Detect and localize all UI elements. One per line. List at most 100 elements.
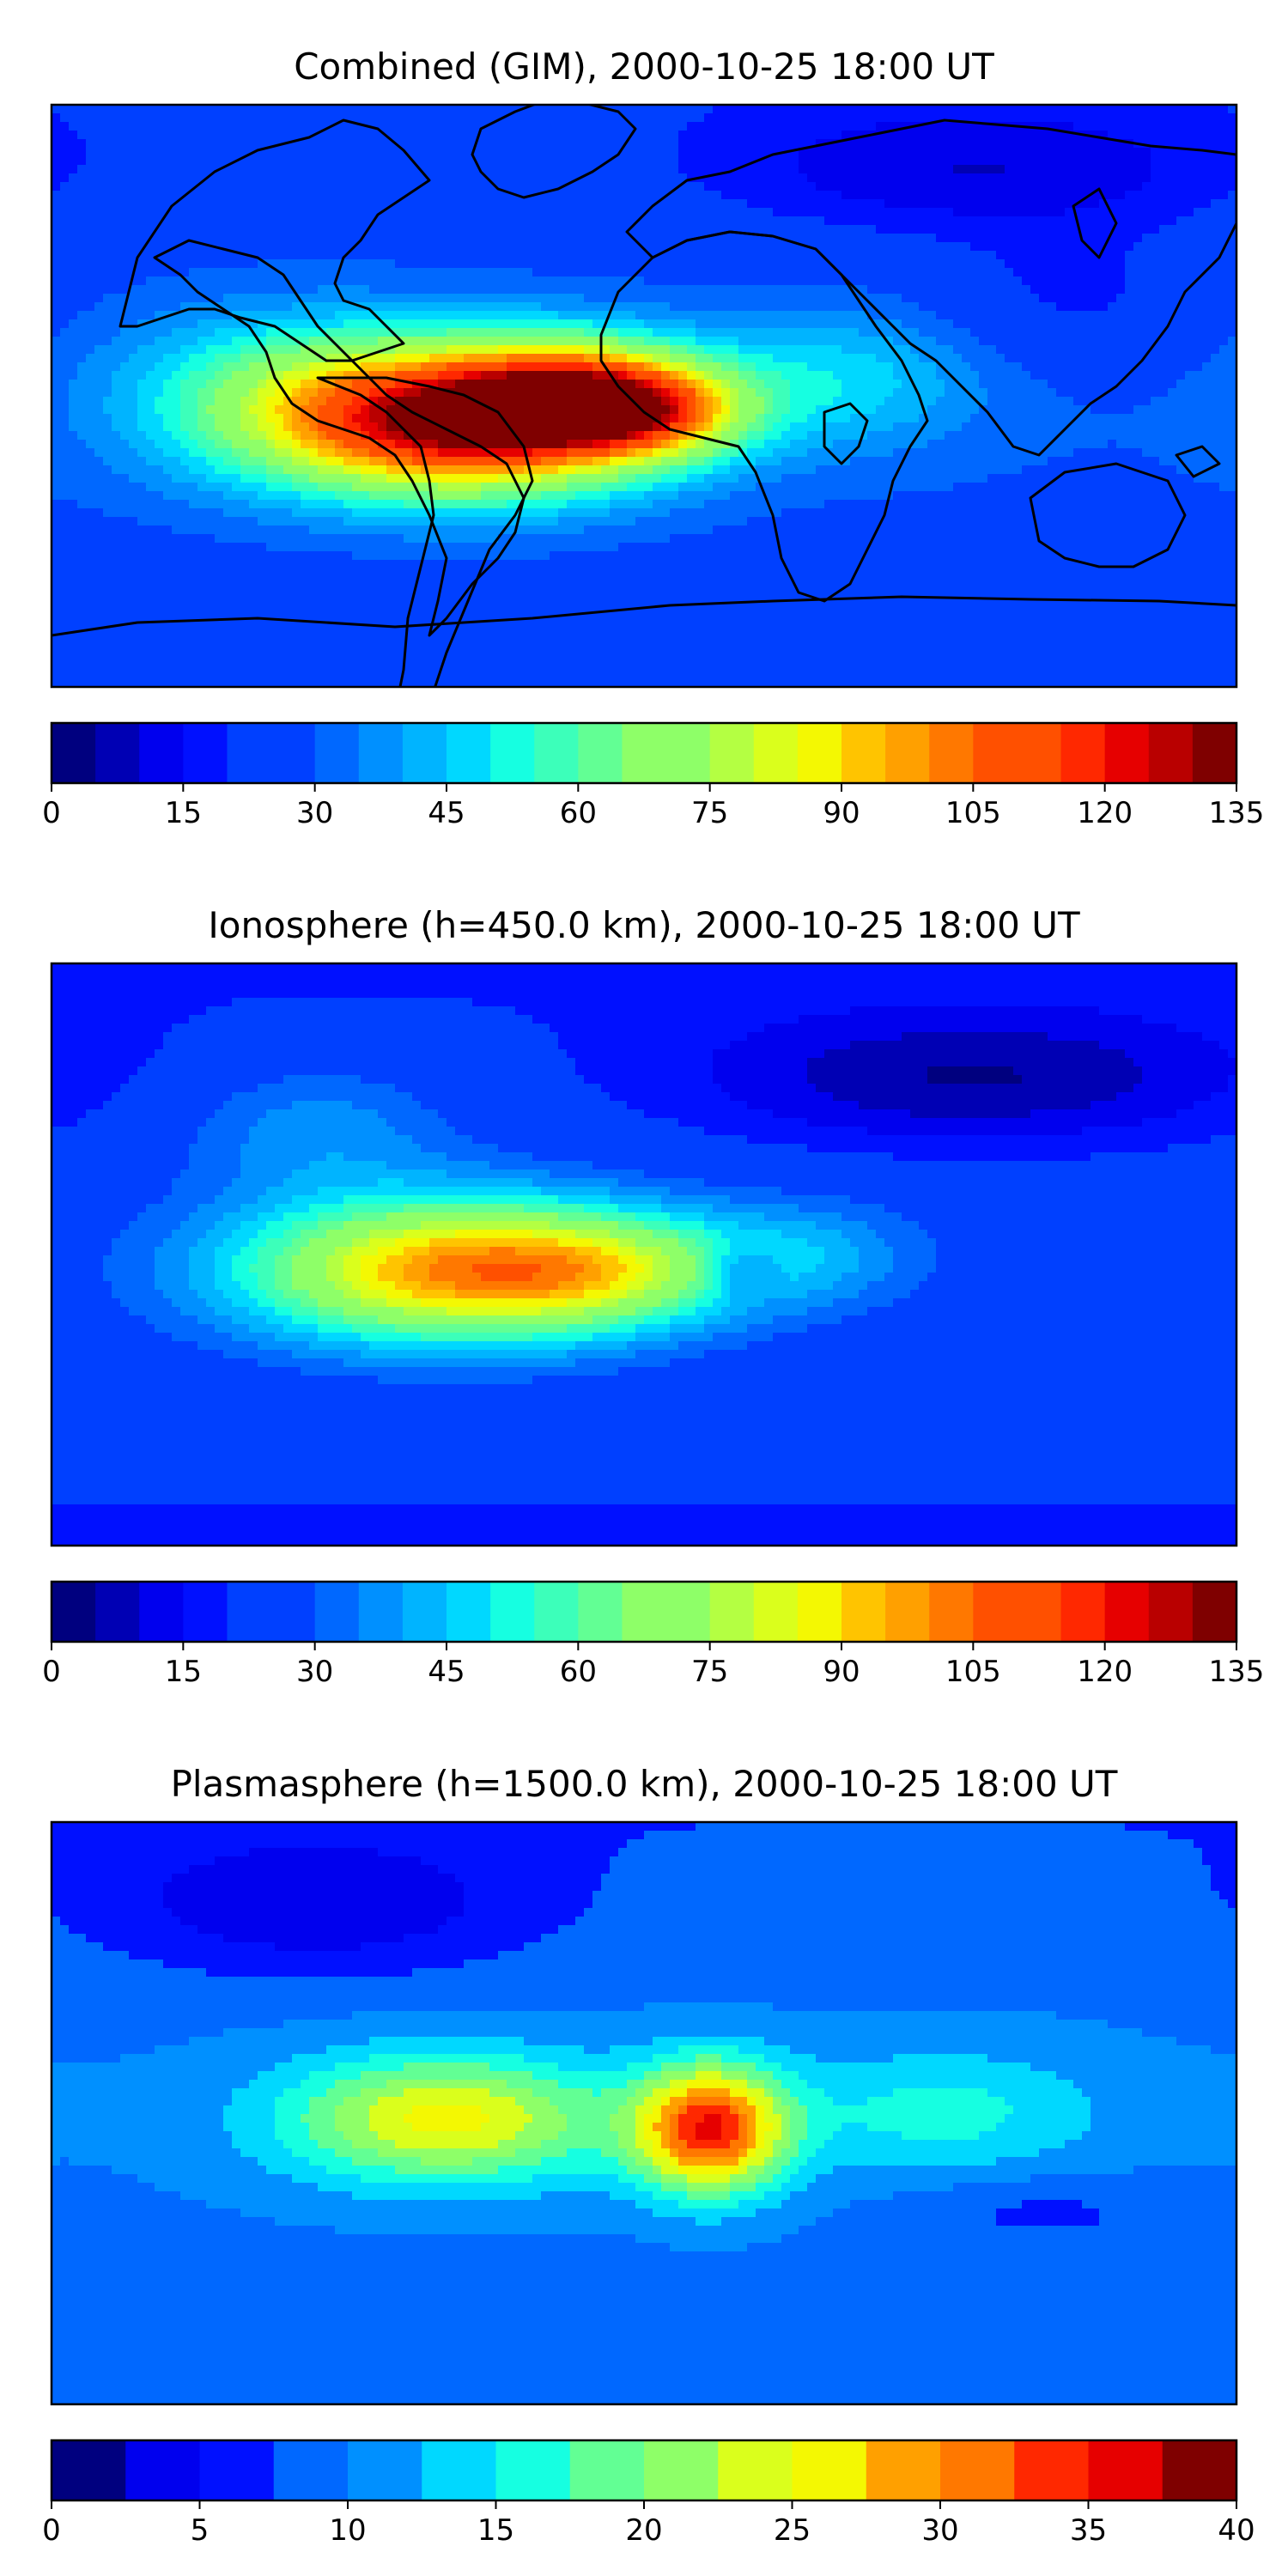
map-area — [50, 962, 1238, 1547]
contour-fill — [52, 1822, 1236, 2404]
colorbar-bin — [792, 2440, 867, 2500]
colorbar-bin — [402, 723, 447, 783]
colorbar-bin — [348, 2440, 422, 2500]
colorbar-tick-label: 135 — [1209, 1655, 1265, 1689]
colorbar-bin — [358, 723, 404, 783]
colorbar-tick-label: 15 — [165, 1655, 202, 1689]
colorbar-bin — [52, 723, 96, 783]
colorbar-frame — [50, 721, 1238, 785]
colorbar-bin — [709, 1582, 755, 1642]
colorbar-bin — [227, 1582, 272, 1642]
colorbar-bin — [1014, 2440, 1089, 2500]
map-area — [50, 103, 1238, 689]
colorbar-bin — [422, 2440, 496, 2500]
colorbar-bin — [270, 723, 316, 783]
map-frame — [50, 103, 1238, 689]
colorbar-bin — [402, 1582, 447, 1642]
colorbar-bin — [940, 2440, 1015, 2500]
colorbar-bin — [866, 2440, 941, 2500]
colorbar-bin — [1017, 723, 1062, 783]
colorbar-tick-label: 40 — [1218, 2513, 1255, 2548]
colorbar-bin — [139, 1582, 184, 1642]
colorbar-tick-label: 120 — [1077, 796, 1133, 830]
colorbar-frame — [50, 1580, 1238, 1643]
colorbar-tick-label: 25 — [774, 2513, 811, 2548]
colorbar-bin — [1162, 2440, 1237, 2500]
colorbar-tick-label: 45 — [428, 1655, 465, 1689]
colorbar-bin — [495, 2440, 571, 2500]
colorbar-bin — [753, 1582, 799, 1642]
colorbar-bin — [569, 2440, 645, 2500]
colorbar-bin — [490, 723, 535, 783]
colorbar-bin — [227, 723, 272, 783]
colorbar-tick-label: 60 — [560, 796, 597, 830]
colorbar-bin — [1148, 723, 1194, 783]
colorbar-bin — [52, 1582, 96, 1642]
colorbar-tick-label: 0 — [42, 2513, 61, 2548]
colorbar-tick-label: 15 — [165, 796, 202, 830]
colorbar-tick-label: 0 — [42, 1655, 61, 1689]
colorbar-tick-label: 15 — [477, 2513, 514, 2548]
colorbar-bin — [534, 1582, 579, 1642]
colorbar-tick-label: 10 — [329, 2513, 366, 2548]
colorbar-tick-label: 60 — [560, 1655, 597, 1689]
colorbar-bin — [490, 1582, 535, 1642]
colorbar-tick-label: 5 — [191, 2513, 210, 2548]
colorbar-bin — [578, 1582, 623, 1642]
colorbar-tick-label: 75 — [691, 796, 728, 830]
colorbar-tick-label: 90 — [823, 796, 860, 830]
colorbar-bin — [125, 2440, 200, 2500]
colorbar-bin — [1192, 1582, 1237, 1642]
panel-combined-gim: Combined (GIM), 2000-10-25 18:00 UT 0 15 3… — [42, 46, 1264, 830]
colorbar-bin — [314, 1582, 360, 1642]
colorbar-bin — [358, 1582, 404, 1642]
contour-fill — [52, 105, 1236, 687]
colorbar-bin — [797, 1582, 842, 1642]
colorbar-bin — [95, 1582, 140, 1642]
colorbar-bin — [273, 2440, 349, 2500]
colorbar-bin — [885, 1582, 930, 1642]
colorbar-tick-label: 45 — [428, 796, 465, 830]
colorbar: 0 15 30 45 60 75 90 105 120 135 — [42, 721, 1264, 830]
colorbar-bin — [314, 723, 360, 783]
colorbar-bin — [183, 1582, 228, 1642]
colorbar-tick-label: 75 — [691, 1655, 728, 1689]
colorbar-bin — [1060, 1582, 1106, 1642]
colorbar-bin — [718, 2440, 793, 2500]
map-frame — [50, 1820, 1238, 2406]
colorbar-tick-label: 30 — [296, 796, 333, 830]
colorbar-tick-label: 105 — [945, 1655, 1001, 1689]
colorbar-bin — [973, 1582, 1018, 1642]
colorbar-bin — [622, 1582, 667, 1642]
colorbar-bin — [139, 723, 184, 783]
colorbar-bin — [578, 723, 623, 783]
colorbar-bin — [797, 723, 842, 783]
colorbar-bin — [644, 2440, 719, 2500]
colorbar-tick-label: 20 — [625, 2513, 662, 2548]
colorbar-bin — [1017, 1582, 1062, 1642]
colorbar-bin — [841, 723, 886, 783]
colorbar-bin — [270, 1582, 316, 1642]
colorbar-bin — [709, 723, 755, 783]
colorbar-bin — [973, 723, 1018, 783]
colorbar-bin — [1088, 2440, 1163, 2500]
map-area — [50, 1820, 1238, 2406]
colorbar-tick-label: 30 — [296, 1655, 333, 1689]
colorbar-bin — [95, 723, 140, 783]
colorbar-bin — [929, 1582, 974, 1642]
colorbar-tick-label: 0 — [42, 796, 61, 830]
colorbar-bin — [534, 723, 579, 783]
panel-plasmasphere: Plasmasphere (h=1500.0 km), 2000-10-25 1… — [42, 1763, 1255, 2548]
map-frame — [50, 962, 1238, 1547]
colorbar-bin — [447, 723, 491, 783]
colorbar-bin — [841, 1582, 886, 1642]
panel-title: Ionosphere (h=450.0 km), 2000-10-25 18:0… — [208, 904, 1080, 946]
colorbar-bin — [665, 1582, 711, 1642]
colorbar-bin — [183, 723, 228, 783]
colorbar-bin — [1104, 723, 1150, 783]
colorbar-bin — [1192, 723, 1237, 783]
colorbar: 0 5 10 15 20 25 30 35 40 — [42, 2439, 1255, 2548]
contour-fill — [52, 963, 1236, 1546]
colorbar-bin — [753, 723, 799, 783]
